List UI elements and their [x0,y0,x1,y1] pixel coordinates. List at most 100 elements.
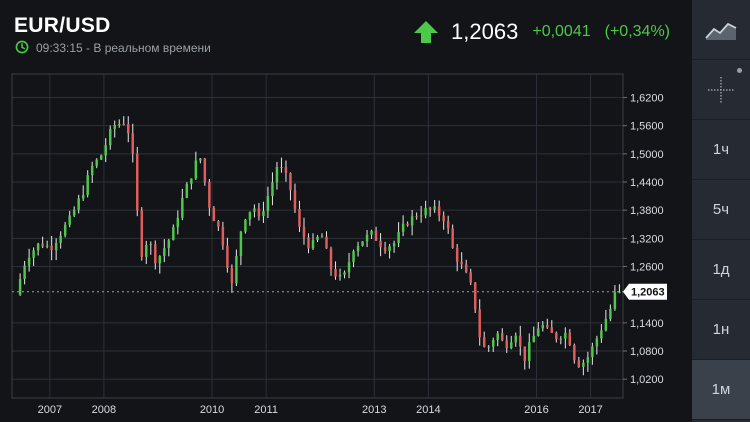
candle [537,328,540,336]
x-tick-label: 2011 [254,404,278,416]
candle [311,240,315,249]
candle [316,236,319,241]
candle [370,230,373,235]
candle [275,167,279,183]
interval-1w-button[interactable]: 1н [692,300,750,360]
candle [149,244,153,246]
interval-1h-button[interactable]: 1ч [692,120,750,180]
candle [77,198,80,210]
price-change-percent: (+0,34%) [604,23,670,40]
candle [127,124,130,134]
candle [27,257,31,266]
candle [433,206,436,210]
candle [140,210,144,257]
x-tick-label: 2017 [578,404,602,416]
candle [379,240,382,248]
candle [496,333,499,341]
candle [361,241,364,246]
candle [131,133,134,154]
candle [253,208,256,212]
candle [595,338,599,347]
candle [181,197,184,218]
candle [460,261,463,265]
candle [298,208,301,227]
candle [383,247,387,251]
candle [410,216,414,226]
candle [36,243,40,251]
candle [163,248,166,257]
crosshair-button[interactable] [692,60,750,120]
interval-5h-button[interactable]: 5ч [692,180,750,240]
candle [424,208,427,216]
candle [248,211,252,220]
candle [501,333,504,341]
candle [559,338,563,340]
candle [208,182,211,208]
indicator-dot [737,68,742,73]
candle [546,324,549,328]
candle [217,221,220,227]
candle [90,165,94,176]
candle [528,342,531,361]
candle [104,145,107,156]
candle [523,346,527,361]
candle [487,346,490,348]
candle [568,332,572,346]
x-tick-label: 2008 [92,404,116,416]
candle [41,243,44,247]
y-tick-label: 1,6200 [630,92,664,104]
candle [455,247,459,262]
candle [586,357,590,363]
candle [50,245,53,251]
candle [469,272,472,283]
candle [257,208,261,217]
interval-1m-button[interactable]: 1м [692,360,750,420]
candle [374,230,378,241]
x-tick-label: 2010 [200,404,224,416]
candle [564,332,567,339]
candle [464,264,468,273]
crosshair-icon [708,76,734,103]
candle [334,269,337,277]
candle [491,340,495,347]
candle [555,332,558,340]
candle [428,208,432,210]
candle [347,262,351,273]
candle [419,215,423,217]
price-change: +0,0041 [532,23,591,40]
y-tick-label: 1,5600 [630,121,664,133]
candle [451,228,454,248]
candle [136,153,139,211]
candle [54,242,58,251]
candle [113,125,116,129]
candle [577,360,581,367]
x-tick-label: 2013 [362,404,386,416]
plot-frame [11,73,624,399]
candle [320,236,324,238]
candle [325,236,328,249]
current-price: 1,2063 [451,19,519,44]
candle [388,246,391,251]
chart-type-button[interactable] [692,0,750,60]
candle [604,318,608,331]
candle [284,167,288,174]
candle [86,175,89,195]
realtime-timestamp: 09:33:15 - В реальном времени [36,41,211,55]
chart-screen: EUR/USD 09:33:15 - В реальном времени 1,… [0,0,692,422]
candle [329,248,333,270]
candle [176,217,180,228]
candle [235,256,238,284]
candle [519,335,522,347]
candle [352,251,355,263]
quote-block: 1,2063 +0,0041 (+0,34%) [413,18,670,46]
candle [442,215,445,222]
candle [230,267,234,284]
y-tick-label: 1,2600 [630,262,664,274]
candle [356,245,360,252]
candle [338,274,342,277]
candle [154,244,157,264]
candle [99,155,103,160]
clock-icon [15,40,29,54]
candlestick-chart[interactable]: 2007 2008 2010 2011 2013 2014 2016 2017 1,6200 1,… [0,0,692,422]
interval-1d-button[interactable]: 1д [692,240,750,300]
